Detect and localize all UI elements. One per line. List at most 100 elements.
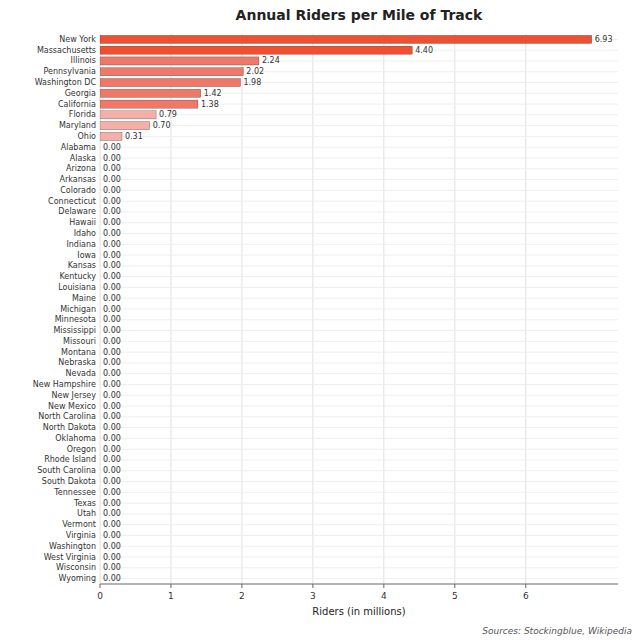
bar — [100, 208, 101, 216]
bar — [100, 68, 243, 76]
bar — [100, 219, 101, 227]
y-grid-line — [100, 352, 618, 353]
bar — [100, 89, 201, 97]
bar — [100, 57, 259, 65]
y-grid-line — [100, 158, 618, 159]
y-grid-line — [100, 341, 618, 342]
data-label: 0.00 — [103, 218, 121, 227]
y-tick-label: Texas — [73, 499, 96, 508]
y-grid-line — [100, 265, 618, 266]
y-tick-label: Arkansas — [60, 175, 96, 184]
x-tick-label: 0 — [97, 591, 103, 601]
bar — [100, 251, 101, 259]
y-grid-line — [100, 255, 618, 256]
y-tick-label: Alabama — [61, 143, 96, 152]
y-grid-line — [100, 168, 618, 169]
y-tick-label: Pennsylvania — [43, 67, 96, 76]
y-tick-label: Oregon — [67, 445, 96, 454]
y-grid-line — [100, 362, 618, 363]
data-label: 2.02 — [246, 67, 264, 76]
y-tick-label: North Carolina — [38, 412, 96, 421]
bar — [100, 564, 101, 572]
y-tick-label: Massachusetts — [37, 46, 96, 55]
x-axis-label: Riders (in millions) — [312, 606, 405, 617]
data-label: 0.00 — [103, 542, 121, 551]
x-tick-label: 2 — [239, 591, 245, 601]
y-grid-line — [100, 190, 618, 191]
data-label: 0.00 — [103, 294, 121, 303]
x-tick — [170, 584, 171, 588]
x-tick — [241, 584, 242, 588]
bar — [100, 348, 101, 356]
data-label: 1.98 — [243, 78, 261, 87]
data-labels: 6.934.402.242.021.981.421.380.790.700.31… — [103, 35, 613, 583]
y-tick-label: Nevada — [65, 369, 96, 378]
x-tick — [383, 584, 384, 588]
bar — [100, 337, 101, 345]
bar — [100, 445, 101, 453]
y-tick-label: South Dakota — [42, 477, 96, 486]
bar — [100, 143, 101, 151]
data-label: 0.00 — [103, 477, 121, 486]
y-grid-line — [100, 578, 618, 579]
y-tick-label: Iowa — [77, 251, 96, 260]
data-label: 0.00 — [103, 358, 121, 367]
y-tick-label: Utah — [77, 509, 96, 518]
y-tick-label: North Dakota — [43, 423, 96, 432]
data-label: 6.93 — [595, 35, 613, 44]
y-tick-label: Florida — [69, 110, 96, 119]
x-tick — [100, 584, 101, 588]
data-label: 0.00 — [103, 445, 121, 454]
bar — [100, 154, 101, 162]
bar — [100, 176, 101, 184]
data-label: 0.00 — [103, 455, 121, 464]
bar — [100, 240, 101, 248]
bar — [100, 316, 101, 324]
data-label: 0.00 — [103, 423, 121, 432]
bar — [100, 46, 412, 54]
y-tick-label: Oklahoma — [55, 434, 96, 443]
data-label: 0.70 — [153, 121, 171, 130]
bar — [100, 391, 101, 399]
bar — [100, 531, 101, 539]
y-grid-line — [100, 276, 618, 277]
y-tick-label: Washington — [49, 542, 96, 551]
y-tick-label: Michigan — [60, 305, 96, 314]
y-grid-line — [100, 244, 618, 245]
data-label: 0.00 — [103, 175, 121, 184]
y-grid-line — [100, 470, 618, 471]
y-tick-label: Mississippi — [53, 326, 96, 335]
data-label: 0.00 — [103, 283, 121, 292]
y-axis: New YorkMassachusettsIllinoisPennsylvani… — [33, 35, 97, 583]
y-tick-label: Ohio — [78, 132, 97, 141]
bar — [100, 186, 101, 194]
bar — [100, 35, 592, 43]
data-label: 0.00 — [103, 229, 121, 238]
y-grid-line — [100, 427, 618, 428]
bar — [100, 197, 101, 205]
grid — [100, 34, 618, 584]
data-label: 2.24 — [262, 56, 280, 65]
y-grid-line — [100, 384, 618, 385]
bar — [100, 294, 101, 302]
data-label: 0.00 — [103, 305, 121, 314]
data-label: 0.00 — [103, 412, 121, 421]
y-tick-label: Colorado — [60, 186, 96, 195]
x-tick-label: 1 — [168, 591, 174, 601]
data-label: 0.00 — [103, 348, 121, 357]
data-label: 0.31 — [125, 132, 143, 141]
y-grid-line — [100, 406, 618, 407]
data-label: 0.00 — [103, 466, 121, 475]
y-tick-label: Minnesota — [55, 315, 96, 324]
y-tick-label: Washington DC — [35, 78, 97, 87]
data-label: 0.00 — [103, 143, 121, 152]
y-grid-line — [100, 557, 618, 558]
bar — [100, 122, 150, 130]
data-label: 0.00 — [103, 563, 121, 572]
data-label: 0.00 — [103, 369, 121, 378]
bar — [100, 283, 101, 291]
title: Annual Riders per Mile of Track — [236, 7, 484, 23]
y-grid-line — [100, 147, 618, 148]
y-grid-line — [100, 125, 618, 126]
bar — [100, 456, 101, 464]
